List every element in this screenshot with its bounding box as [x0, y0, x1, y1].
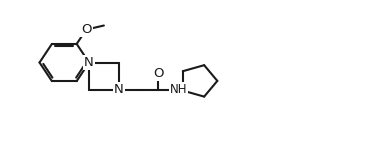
Text: N: N: [84, 56, 94, 69]
Text: N: N: [114, 83, 124, 96]
Text: O: O: [153, 67, 164, 80]
Text: O: O: [81, 23, 91, 36]
Text: NH: NH: [169, 83, 187, 96]
